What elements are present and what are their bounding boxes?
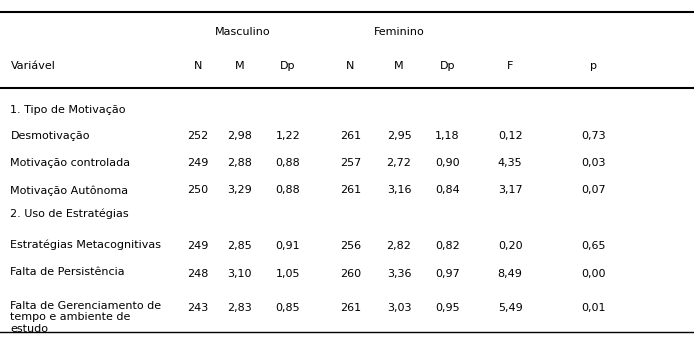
Text: 0,90: 0,90 — [435, 158, 460, 168]
Text: 0,97: 0,97 — [435, 269, 460, 278]
Text: Falta de Persistência: Falta de Persistência — [10, 267, 125, 277]
Text: 3,17: 3,17 — [498, 185, 523, 195]
Text: 243: 243 — [187, 303, 208, 312]
Text: 0,07: 0,07 — [581, 185, 606, 195]
Text: 2,88: 2,88 — [227, 158, 252, 168]
Text: 261: 261 — [340, 131, 361, 141]
Text: 260: 260 — [340, 269, 361, 278]
Text: 3,16: 3,16 — [387, 185, 412, 195]
Text: 252: 252 — [187, 131, 208, 141]
Text: 0,20: 0,20 — [498, 241, 523, 251]
Text: 1,05: 1,05 — [276, 269, 301, 278]
Text: N: N — [346, 61, 355, 71]
Text: 0,95: 0,95 — [435, 303, 460, 312]
Text: 0,82: 0,82 — [435, 241, 460, 251]
Text: 1. Tipo de Motivação: 1. Tipo de Motivação — [10, 105, 126, 116]
Text: 261: 261 — [340, 185, 361, 195]
Text: 2,82: 2,82 — [387, 241, 412, 251]
Text: 2,72: 2,72 — [387, 158, 412, 168]
Text: 0,01: 0,01 — [581, 303, 606, 312]
Text: Motivação Autônoma: Motivação Autônoma — [10, 185, 128, 195]
Text: 4,35: 4,35 — [498, 158, 523, 168]
Text: 0,91: 0,91 — [276, 241, 301, 251]
Text: Falta de Gerenciamento de
tempo e ambiente de
estudo: Falta de Gerenciamento de tempo e ambien… — [10, 301, 162, 334]
Text: 256: 256 — [340, 241, 361, 251]
Text: 250: 250 — [187, 185, 208, 195]
Text: N: N — [194, 61, 202, 71]
Text: 1,18: 1,18 — [435, 131, 460, 141]
Text: 249: 249 — [187, 241, 208, 251]
Text: 0,65: 0,65 — [581, 241, 606, 251]
Text: Masculino: Masculino — [215, 27, 271, 37]
Text: 2,85: 2,85 — [227, 241, 252, 251]
Text: 0,00: 0,00 — [581, 269, 606, 278]
Text: 2,98: 2,98 — [227, 131, 252, 141]
Text: p: p — [590, 61, 597, 71]
Text: 0,73: 0,73 — [581, 131, 606, 141]
Text: F: F — [507, 61, 514, 71]
Text: Feminino: Feminino — [373, 27, 425, 37]
Text: 0,12: 0,12 — [498, 131, 523, 141]
Text: Dp: Dp — [440, 61, 455, 71]
Text: Variável: Variável — [10, 61, 56, 71]
Text: Estratégias Metacognitivas: Estratégias Metacognitivas — [10, 240, 162, 250]
Text: 3,29: 3,29 — [227, 185, 252, 195]
Text: 5,49: 5,49 — [498, 303, 523, 312]
Text: Motivação controlada: Motivação controlada — [10, 158, 130, 168]
Text: 0,85: 0,85 — [276, 303, 301, 312]
Text: 248: 248 — [187, 269, 208, 278]
Text: 2,83: 2,83 — [227, 303, 252, 312]
Text: 249: 249 — [187, 158, 208, 168]
Text: 2. Uso de Estratégias: 2. Uso de Estratégias — [10, 209, 129, 219]
Text: 2,95: 2,95 — [387, 131, 412, 141]
Text: 3,10: 3,10 — [227, 269, 252, 278]
Text: 0,84: 0,84 — [435, 185, 460, 195]
Text: 1,22: 1,22 — [276, 131, 301, 141]
Text: 0,88: 0,88 — [276, 158, 301, 168]
Text: 3,36: 3,36 — [387, 269, 412, 278]
Text: M: M — [394, 61, 404, 71]
Text: 8,49: 8,49 — [498, 269, 523, 278]
Text: Desmotivação: Desmotivação — [10, 131, 90, 141]
Text: 261: 261 — [340, 303, 361, 312]
Text: 0,88: 0,88 — [276, 185, 301, 195]
Text: 257: 257 — [340, 158, 361, 168]
Text: 0,03: 0,03 — [581, 158, 606, 168]
Text: 3,03: 3,03 — [387, 303, 412, 312]
Text: Dp: Dp — [280, 61, 296, 71]
Text: M: M — [235, 61, 244, 71]
